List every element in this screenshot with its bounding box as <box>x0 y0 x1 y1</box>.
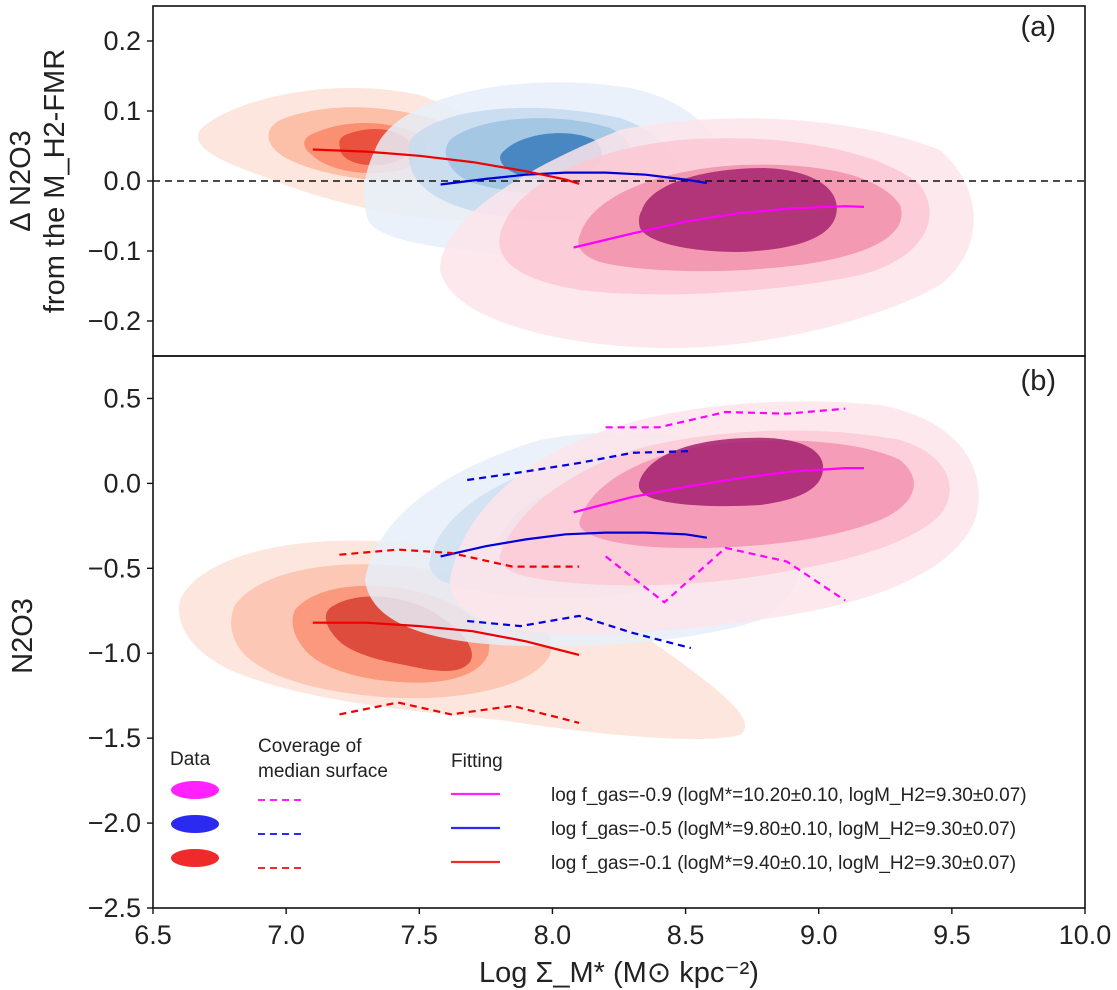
y-tick-label: 0.2 <box>103 26 141 56</box>
panel-b-density-contours <box>179 401 979 740</box>
series-log-fgas-0-5-coverage-lower <box>467 614 692 650</box>
legend-rows: log f_gas=-0.9 (logM*=10.20±0.10, logM_H… <box>171 781 1027 874</box>
y-tick-label: −1.5 <box>88 723 141 753</box>
x-tick-label: 6.5 <box>134 920 172 950</box>
legend-header-coverage-line2: median surface <box>258 761 388 782</box>
y-tick-label: −0.1 <box>88 236 141 266</box>
y-tick-label: −0.2 <box>88 306 141 336</box>
y-tick-label: −0.5 <box>88 553 141 583</box>
y-tick-label: −2.5 <box>88 893 141 923</box>
panel-b-y-ticks: 0.5 0.0 −0.5 −1.0 −1.5 −2.0 −2.5 <box>88 383 153 923</box>
panel-a-label: (a) <box>1021 11 1056 43</box>
panel-b-frame <box>152 355 1086 909</box>
x-ticks: 6.5 7.0 7.5 8.0 8.5 9.0 9.5 10.0 <box>134 908 1111 950</box>
panel-b-series <box>312 407 864 724</box>
legend: Data Coverage of median surface Fitting … <box>170 736 1027 874</box>
panel-a-series <box>312 148 865 249</box>
x-tick-label: 9.0 <box>800 920 838 950</box>
panel-a-ylabel-line1: Δ N2O3 <box>5 130 37 232</box>
x-tick-label: 8.5 <box>667 920 705 950</box>
series-log-fgas-0-9-coverage-lower <box>605 546 846 604</box>
legend-entry-label: log f_gas=-0.5 (logM*=9.80±0.10, logM_H2… <box>551 819 1016 840</box>
series-log-fgas-0-9-coverage-upper <box>605 407 846 429</box>
legend-entry-label: log f_gas=-0.1 (logM*=9.40±0.10, logM_H2… <box>551 853 1016 874</box>
y-tick-label: −1.0 <box>88 638 141 668</box>
y-tick-label: 0.1 <box>103 96 141 126</box>
x-axis-label: Log Σ_M* (M⊙ kpc⁻²) <box>479 957 759 989</box>
series-log-fgas-0-5-fitting <box>440 531 708 558</box>
panel-a-ylabel-line2: from the M_H2-FMR <box>39 49 71 313</box>
legend-data-swatch <box>171 781 219 799</box>
series-log-fgas-0-1-fitting <box>312 621 580 656</box>
series-log-fgas-0-5-coverage-upper <box>467 450 691 482</box>
panel-a-density-contours <box>197 82 974 349</box>
legend-header-fitting: Fitting <box>451 751 503 772</box>
legend-data-swatch <box>171 815 219 833</box>
x-tick-label: 10.0 <box>1059 920 1112 950</box>
legend-entry-label: log f_gas=-0.9 (logM*=10.20±0.10, logM_H… <box>551 785 1027 806</box>
panel-a-y-ticks: 0.2 0.1 0.0 −0.1 −0.2 <box>88 26 153 336</box>
x-tick-label: 8.0 <box>534 920 572 950</box>
series-log-fgas-0-9-fitting <box>573 205 865 249</box>
y-tick-label: 0.0 <box>103 166 141 196</box>
panel-b-label: (b) <box>1021 365 1056 397</box>
x-tick-label: 7.5 <box>401 920 439 950</box>
x-tick-label: 9.5 <box>933 920 971 950</box>
series-log-fgas-0-5-fitting <box>440 171 708 186</box>
legend-header-data: Data <box>170 749 211 770</box>
legend-data-swatch <box>171 849 219 867</box>
pink-contours-b <box>450 401 979 635</box>
x-tick-label: 7.0 <box>267 920 305 950</box>
panel-b-ylabel: N2O3 <box>7 598 39 674</box>
y-tick-label: −2.0 <box>88 808 141 838</box>
y-tick-label: 0.0 <box>103 468 141 498</box>
series-log-fgas-0-9-fitting <box>573 467 864 514</box>
series-log-fgas-0-1-coverage-lower <box>339 701 580 724</box>
legend-header-coverage-line1: Coverage of <box>258 736 362 757</box>
series-log-fgas-0-1-fitting <box>312 148 580 185</box>
series-log-fgas-0-1-coverage-upper <box>339 548 580 568</box>
y-tick-label: 0.5 <box>103 383 141 413</box>
